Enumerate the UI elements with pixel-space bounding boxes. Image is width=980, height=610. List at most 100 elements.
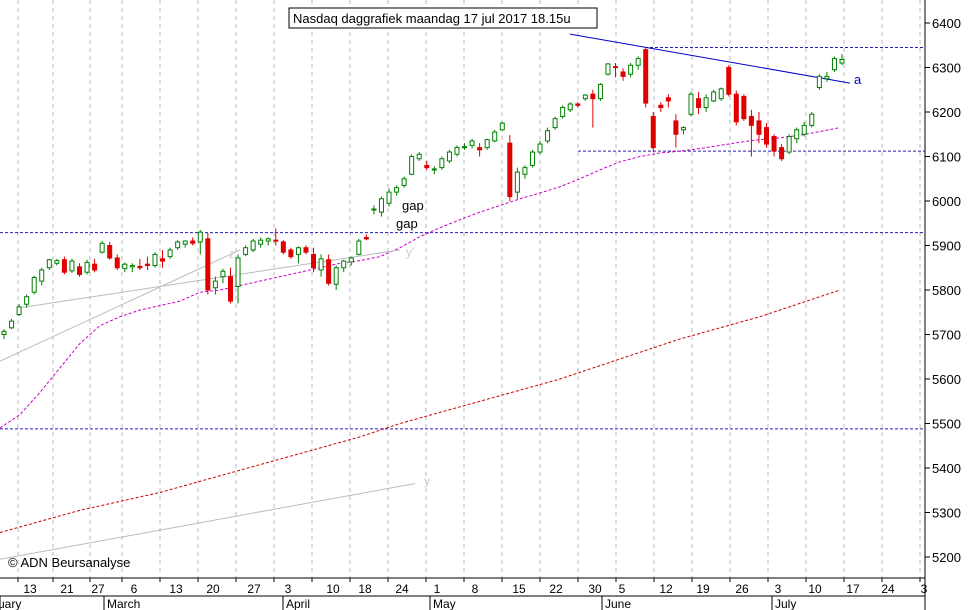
candle-75 — [567, 102, 573, 112]
candle-20 — [152, 252, 158, 268]
candle-body-12 — [92, 263, 98, 271]
candle-body-58 — [439, 158, 445, 169]
candle-body-64 — [484, 139, 490, 149]
candle-body-68 — [514, 171, 520, 193]
x-tick-label-8: 10 — [326, 582, 340, 596]
x-tick-label-6: 27 — [247, 582, 261, 596]
trendline-label-a: a — [854, 72, 862, 87]
candle-63 — [477, 143, 483, 157]
candle-82 — [620, 68, 626, 81]
candle-46 — [348, 256, 354, 266]
candle-56 — [424, 160, 430, 170]
title-box: Nasdaq daggrafiek maandag 17 jul 2017 18… — [288, 7, 598, 29]
candle-body-78 — [590, 93, 596, 100]
candle-106 — [801, 121, 807, 137]
candle-2 — [16, 304, 22, 316]
candle-body-38 — [288, 249, 294, 258]
candle-0 — [1, 329, 7, 339]
candle-body-56 — [424, 164, 430, 169]
month-label-4: June — [605, 597, 631, 610]
candle-body-84 — [635, 58, 641, 66]
x-tick-label-23: 24 — [881, 582, 895, 596]
candle-5 — [39, 267, 45, 286]
candle-body-89 — [673, 120, 679, 135]
candle-52 — [394, 185, 400, 196]
candle-9 — [69, 258, 75, 274]
candle-58 — [439, 156, 445, 170]
candle-body-24 — [182, 240, 188, 245]
candle-body-104 — [786, 135, 792, 153]
candle-body-93 — [703, 97, 709, 109]
candle-62 — [469, 138, 475, 149]
candle-body-27 — [205, 238, 211, 291]
candle-body-47 — [356, 240, 362, 255]
trendline-1 — [0, 249, 241, 362]
candle-body-77 — [582, 94, 588, 100]
candle-body-69 — [522, 167, 528, 175]
x-tick-label-4: 13 — [169, 582, 183, 596]
candle-body-51 — [386, 191, 392, 204]
candle-45 — [341, 259, 347, 273]
candle-3 — [24, 294, 30, 308]
y-tick-label-6: 5800 — [932, 283, 961, 298]
copyright: © ADN Beursanalyse — [8, 555, 130, 570]
candle-body-72 — [545, 130, 551, 142]
candle-55 — [416, 152, 422, 161]
y-tick-label-5: 5700 — [932, 328, 961, 343]
candle-body-45 — [341, 260, 347, 269]
candle-body-74 — [560, 107, 566, 117]
candle-body-3 — [24, 296, 30, 305]
candle-109 — [824, 71, 830, 82]
candle-66 — [499, 121, 505, 131]
candle-body-48 — [363, 236, 369, 240]
candle-41 — [311, 247, 317, 273]
candle-57 — [431, 166, 437, 175]
candle-body-14 — [107, 245, 113, 259]
candle-99 — [748, 109, 754, 157]
candle-1 — [9, 318, 15, 330]
candle-body-96 — [726, 67, 732, 95]
candle-76 — [575, 102, 581, 108]
candle-body-4 — [31, 277, 37, 293]
trendline-label-y: y — [424, 474, 430, 488]
candle-body-0 — [1, 330, 7, 336]
candle-59 — [446, 149, 452, 164]
candle-body-61 — [462, 146, 468, 149]
candle-40 — [303, 245, 309, 255]
candle-body-76 — [575, 103, 581, 106]
x-tick-label-14: 22 — [549, 582, 563, 596]
candle-13 — [99, 241, 105, 254]
candle-22 — [167, 247, 173, 259]
candle-25 — [190, 237, 196, 246]
candle-85 — [643, 47, 649, 108]
candle-body-1 — [9, 320, 15, 329]
month-label-0: uary — [0, 597, 21, 610]
candle-53 — [401, 176, 407, 188]
candle-body-25 — [190, 240, 196, 244]
candle-body-79 — [597, 83, 603, 100]
candle-body-18 — [137, 265, 143, 269]
x-tick-label-7: 3 — [285, 582, 292, 596]
candle-12 — [92, 258, 98, 273]
y-tick-label-1: 5300 — [932, 506, 961, 521]
candle-body-22 — [167, 249, 173, 258]
x-tick-label-22: 17 — [846, 582, 860, 596]
y-tick-label-12: 6400 — [932, 16, 961, 31]
candle-77 — [582, 94, 588, 101]
candle-79 — [597, 83, 603, 101]
candle-body-54 — [409, 156, 415, 175]
candle-body-60 — [454, 147, 460, 155]
candle-110 — [831, 56, 837, 72]
candle-78 — [590, 89, 596, 128]
candle-body-67 — [507, 142, 513, 198]
candle-body-37 — [280, 241, 286, 253]
x-tick-label-21: 10 — [808, 582, 822, 596]
x-tick-label-19: 26 — [735, 582, 749, 596]
candle-47 — [356, 238, 362, 256]
x-tick-label-1: 21 — [60, 582, 74, 596]
x-tick-label-24: 3 — [921, 582, 928, 596]
candle-84 — [635, 56, 641, 70]
candle-60 — [454, 145, 460, 157]
candle-101 — [764, 123, 770, 148]
candle-93 — [703, 94, 709, 112]
